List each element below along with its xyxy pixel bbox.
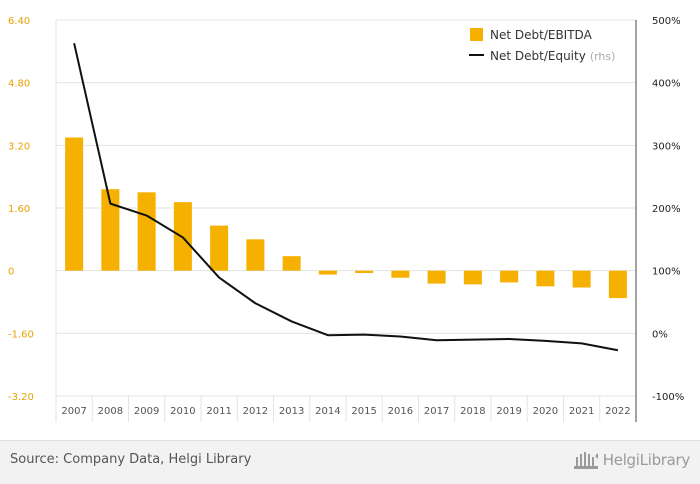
bar-net-debt-ebitda <box>608 270 627 299</box>
right-axis-tick-label: 400% <box>652 79 681 90</box>
left-axis-tick-label: 3.20 <box>8 141 30 152</box>
brand-logo: HelgiLibrary <box>573 450 690 470</box>
bar-net-debt-ebitda <box>427 270 446 284</box>
left-axis-tick-label: -1.60 <box>8 329 34 340</box>
x-axis-tick-label: 2008 <box>98 406 123 417</box>
x-axis-tick-label: 2022 <box>605 406 630 417</box>
legend-swatch-net-debt-ebitda <box>470 28 483 41</box>
x-axis-tick-label: 2021 <box>569 406 594 417</box>
left-axis-tick-label: 1.60 <box>8 204 30 215</box>
legend: Net Debt/EBITDA Net Debt/Equity (rhs) <box>469 28 615 63</box>
x-axis-tick-label: 2020 <box>533 406 558 417</box>
bar-net-debt-ebitda <box>246 239 265 271</box>
bar-net-debt-ebitda <box>463 270 482 285</box>
line-net-debt-equity <box>73 42 619 352</box>
x-axis-tick-label: 2015 <box>351 406 376 417</box>
legend-label-net-debt-equity-name: Net Debt/Equity <box>490 49 586 63</box>
bar-net-debt-ebitda <box>500 270 519 283</box>
x-axis-tick-label: 2018 <box>460 406 485 417</box>
bar-net-debt-ebitda <box>210 225 229 271</box>
legend-label-rhs-suffix: (rhs) <box>590 50 616 63</box>
left-axis-tick-label: 6.40 <box>8 16 30 27</box>
left-axis-tick-label: 4.80 <box>8 79 30 90</box>
right-axis-tick-label: 300% <box>652 141 681 152</box>
right-axis-tick-label: 200% <box>652 204 681 215</box>
bar-net-debt-ebitda <box>572 270 591 288</box>
brand-name: HelgiLibrary <box>602 451 691 469</box>
line-layer <box>73 42 619 352</box>
bar-net-debt-ebitda <box>65 137 84 271</box>
axes-layer: 6.40 4.80 3.20 1.60 0 -1.60 -3.20 500% 400% 300% 2… <box>8 16 684 422</box>
x-axis-tick-label: 2017 <box>424 406 449 417</box>
bar-net-debt-ebitda <box>355 270 374 274</box>
right-axis-tick-label: 100% <box>652 267 681 278</box>
x-axis-tick-label: 2014 <box>315 406 340 417</box>
x-axis-tick-label: 2010 <box>170 406 195 417</box>
right-axis-tick-label: 0% <box>652 329 668 340</box>
right-axis-tick-label: -100% <box>652 392 684 403</box>
bar-net-debt-ebitda <box>101 189 120 271</box>
bar-net-debt-ebitda <box>137 192 156 271</box>
x-axis-tick-label: 2011 <box>206 406 231 417</box>
combo-chart: 6.40 4.80 3.20 1.60 0 -1.60 -3.20 500% 400% 300% 2… <box>8 16 684 422</box>
source-note: Source: Company Data, Helgi Library <box>10 452 252 467</box>
x-axis-tick-label: 2013 <box>279 406 304 417</box>
x-axis-tick-label: 2019 <box>496 406 521 417</box>
bar-net-debt-ebitda <box>391 270 410 278</box>
x-axis-tick-label: 2007 <box>61 406 86 417</box>
grid-layer <box>55 19 637 422</box>
bar-net-debt-ebitda <box>536 270 555 287</box>
right-axis-tick-label: 500% <box>652 16 681 27</box>
bar-net-debt-ebitda <box>318 270 337 275</box>
library-building-icon <box>573 452 598 469</box>
x-axis-tick-label: 2009 <box>134 406 159 417</box>
left-axis-tick-label: 0 <box>8 267 14 278</box>
left-axis-tick-label: -3.20 <box>8 392 34 403</box>
legend-label-net-debt-equity: Net Debt/Equity (rhs) <box>490 49 615 63</box>
legend-label-net-debt-ebitda: Net Debt/EBITDA <box>490 28 593 42</box>
footer: Source: Company Data, Helgi Library Helg… <box>0 440 700 484</box>
bar-net-debt-ebitda <box>282 256 301 271</box>
x-axis-tick-label: 2016 <box>388 406 413 417</box>
x-axis-tick-label: 2012 <box>243 406 268 417</box>
